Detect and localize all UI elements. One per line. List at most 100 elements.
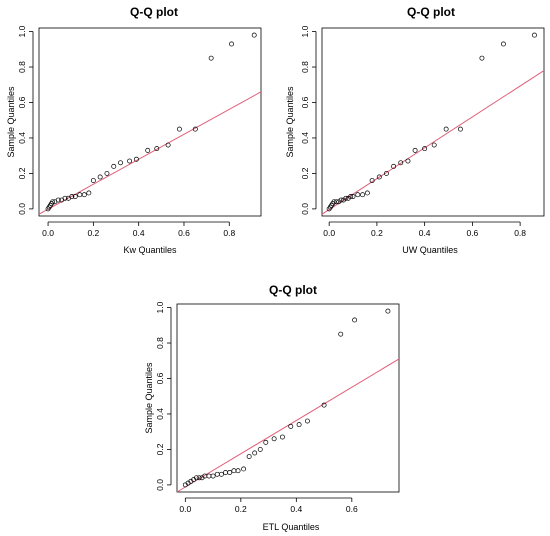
x-tick-label: 0.8 xyxy=(514,228,526,238)
data-point xyxy=(343,195,349,201)
y-axis-label: Sample Quantiles xyxy=(6,86,16,158)
data-point xyxy=(355,192,361,198)
y-tick-label: 0.0 xyxy=(300,203,310,215)
plot-area xyxy=(321,27,545,217)
data-point xyxy=(422,146,428,152)
qq-reference-line xyxy=(321,70,545,215)
y-tick-label: 0.2 xyxy=(300,167,310,179)
y-tick-label: 0.2 xyxy=(17,167,27,179)
data-point xyxy=(350,194,356,199)
y-tick-label: 0.4 xyxy=(17,132,27,144)
data-point xyxy=(376,174,382,180)
data-point xyxy=(398,160,404,166)
data-point xyxy=(62,195,68,201)
data-point xyxy=(111,163,117,169)
data-point xyxy=(338,331,344,337)
data-point xyxy=(223,470,229,475)
data-point xyxy=(391,163,397,169)
plot-area xyxy=(176,303,400,493)
data-point xyxy=(385,308,391,314)
data-point xyxy=(405,158,411,164)
data-point xyxy=(165,142,171,148)
y-tick-label: 0.2 xyxy=(155,443,165,455)
data-point xyxy=(360,192,366,198)
data-point xyxy=(176,126,182,132)
data-point xyxy=(364,190,370,196)
data-point xyxy=(280,434,285,440)
y-tick-label: 0.0 xyxy=(155,479,165,491)
y-tick-label: 0.8 xyxy=(300,61,310,73)
data-point xyxy=(104,170,110,176)
data-point xyxy=(331,199,337,205)
y-tick-label: 0.8 xyxy=(17,61,27,73)
y-tick-label: 1.0 xyxy=(300,25,310,37)
y-tick-label: 0.4 xyxy=(155,408,165,420)
x-axis-label: Kw Quantiles xyxy=(123,245,177,255)
data-point xyxy=(479,55,485,61)
y-tick-label: 0.6 xyxy=(155,372,165,384)
qq-reference-line xyxy=(38,91,262,215)
x-tick-label: 0.4 xyxy=(419,228,431,238)
x-tick-label: 0.6 xyxy=(178,228,190,238)
data-point xyxy=(412,147,418,153)
data-point xyxy=(55,197,61,203)
qq-panel-kw: Q-Q plot 0.0 0.2 0.4 0.6 0.8 0.0 0.2 0.4 0.6 0.8 1… xyxy=(6,5,262,255)
data-point xyxy=(192,126,198,132)
data-point xyxy=(133,156,139,162)
plot-area xyxy=(38,27,262,217)
x-tick-label: 0.2 xyxy=(87,228,99,238)
chart-title: Q-Q plot xyxy=(269,283,317,297)
data-point xyxy=(369,178,375,183)
chart-title: Q-Q plot xyxy=(130,5,178,19)
data-point xyxy=(50,199,56,205)
data-point xyxy=(196,475,202,481)
y-tick-label: 0.0 xyxy=(17,203,27,215)
data-point xyxy=(214,471,220,477)
x-axis-label: UW Quantiles xyxy=(402,245,458,255)
y-tick-label: 0.6 xyxy=(17,96,27,108)
data-point xyxy=(145,147,151,153)
data-point xyxy=(257,446,263,452)
data-point xyxy=(72,194,78,199)
x-tick-label: 0.2 xyxy=(371,228,383,238)
x-tick-label: 0.0 xyxy=(323,228,335,238)
data-point xyxy=(321,402,327,408)
y-tick-label: 1.0 xyxy=(17,25,27,37)
data-point xyxy=(210,473,216,479)
data-point xyxy=(443,126,449,132)
data-point xyxy=(296,422,302,428)
data-point xyxy=(218,471,224,477)
data-point xyxy=(235,468,241,474)
x-tick-label: 0.4 xyxy=(133,228,145,238)
x-tick-label: 0.0 xyxy=(42,228,54,238)
data-point xyxy=(532,32,537,38)
data-point xyxy=(69,194,75,199)
data-point xyxy=(263,439,269,445)
x-tick-label: 0.8 xyxy=(223,228,235,238)
data-point xyxy=(348,194,354,199)
data-point xyxy=(352,317,358,323)
data-point xyxy=(458,126,463,132)
data-point xyxy=(90,178,96,183)
data-point xyxy=(118,160,124,166)
data-point xyxy=(229,41,235,47)
data-point xyxy=(251,32,257,38)
y-tick-label: 1.0 xyxy=(155,301,165,313)
qq-panel-etl: Q-Q plot 0.0 0.2 0.4 0.60.00.20.40.60.81.0 … xyxy=(144,283,400,532)
data-point xyxy=(252,450,258,456)
data-point xyxy=(431,142,437,148)
data-point xyxy=(193,475,199,481)
data-point xyxy=(246,454,252,459)
y-tick-label: 0.6 xyxy=(300,96,310,108)
x-tick-label: 0.2 xyxy=(235,504,247,514)
qq-reference-line xyxy=(176,358,400,493)
qq-panel-uw: Q-Q plot 0.0 0.2 0.4 0.6 0.8 0.0 0.2 0.4 0.6 0.8 1… xyxy=(285,5,545,255)
x-axis-label: ETL Quantiles xyxy=(263,522,320,532)
data-point xyxy=(333,199,339,205)
data-point xyxy=(81,192,87,198)
data-point xyxy=(86,190,92,196)
data-point xyxy=(77,192,83,198)
data-point xyxy=(384,170,389,176)
data-point xyxy=(338,197,344,203)
